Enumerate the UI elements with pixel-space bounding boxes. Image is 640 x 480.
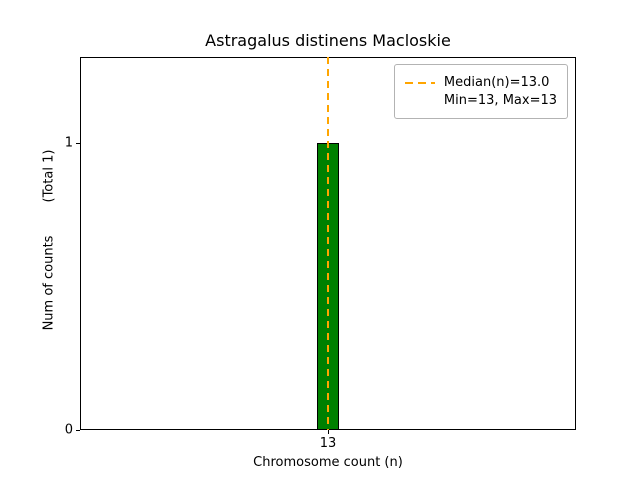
chart-title: Astragalus distinens Macloskie — [205, 31, 451, 50]
legend-empty-sample — [405, 100, 435, 102]
y-tick-label-0: 0 — [64, 422, 73, 438]
x-tick-label-0: 13 — [319, 436, 337, 451]
x-tick-mark — [328, 430, 329, 434]
y-tick-mark — [76, 430, 80, 431]
y-axis-label: Num of counts (Total 1) — [41, 149, 57, 331]
median-dashed-line-icon — [404, 81, 435, 84]
x-axis-label: Chromosome count (n) — [253, 455, 403, 470]
legend-label-median: Median(n)=13.0 — [443, 75, 550, 90]
legend-entry-minmax: Min=13, Max=13 — [405, 93, 557, 108]
legend: Median(n)=13.0 Min=13, Max=13 — [393, 64, 568, 119]
legend-label-minmax: Min=13, Max=13 — [443, 93, 557, 108]
y-tick-label-1: 1 — [64, 135, 73, 151]
legend-entry-median: Median(n)=13.0 — [404, 75, 557, 90]
